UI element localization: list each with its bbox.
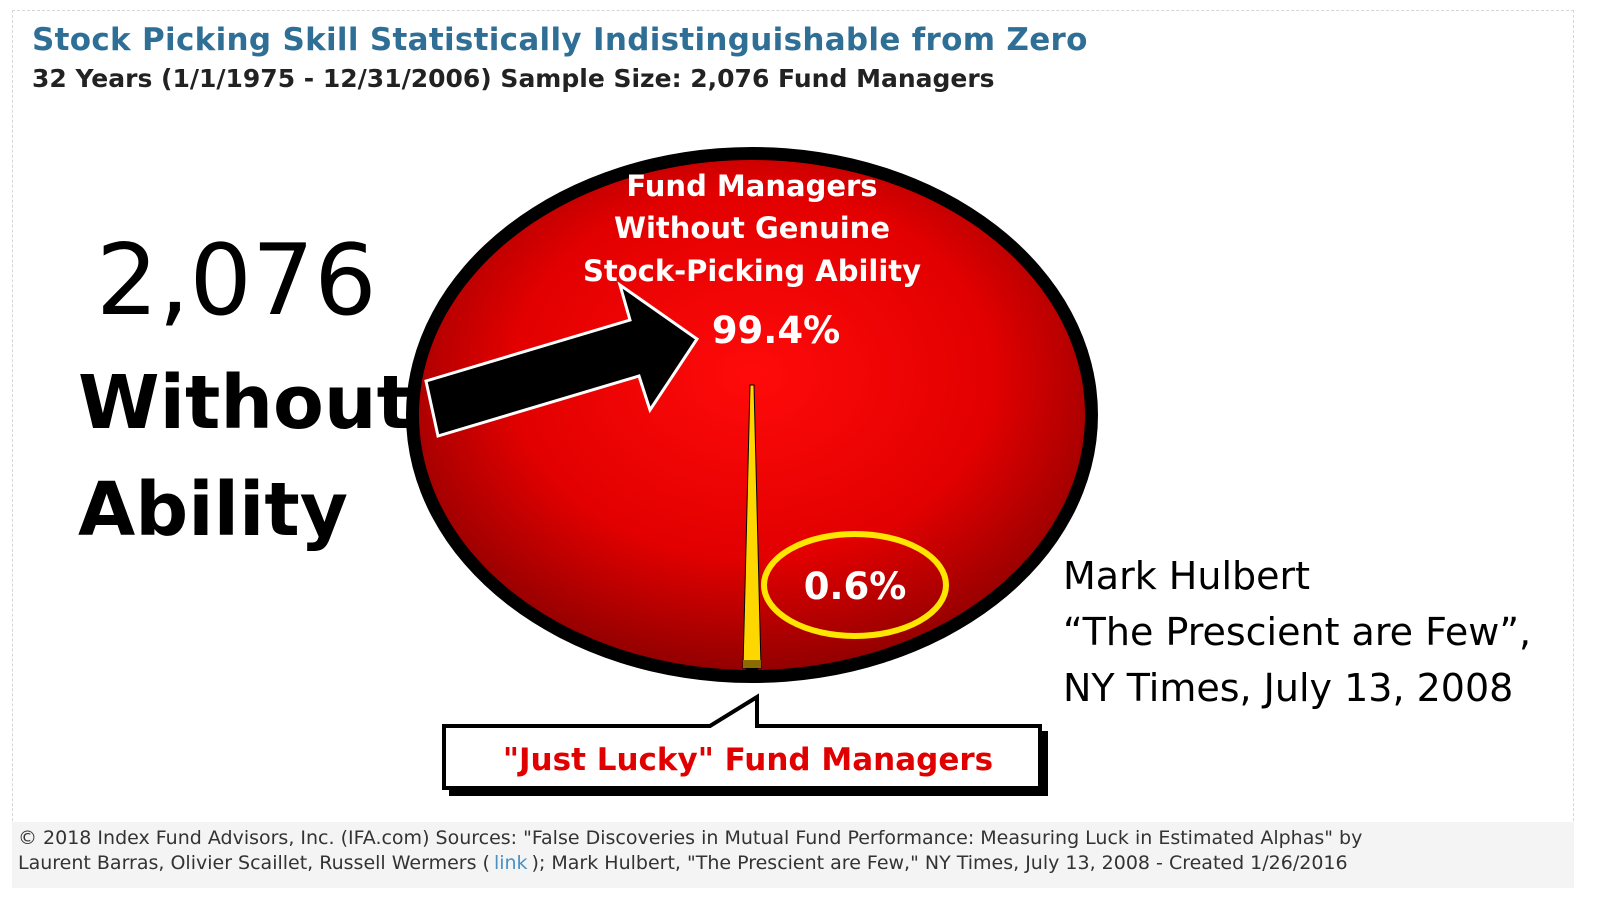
- without-ability-line-2: Ability: [78, 467, 348, 554]
- footer-line-2a: Laurent Barras, Olivier Scaillet, Russel…: [18, 852, 490, 875]
- main-slice-value-label: 99.4%: [712, 309, 840, 352]
- arrow-graphic: [424, 281, 700, 438]
- citation-publication: NY Times, July 13, 2008: [1063, 666, 1514, 711]
- lucky-slice-value-label: 0.6%: [804, 565, 907, 608]
- citation-author: Mark Hulbert: [1063, 554, 1311, 598]
- manager-count: 2,076: [96, 224, 377, 338]
- main-slice-label: Fund Managers Without Genuine Stock-Pick…: [583, 169, 921, 352]
- footer-sources: © 2018 Index Fund Advisors, Inc. (IFA.co…: [12, 822, 1574, 888]
- pie-slice-just-lucky-base: [743, 660, 761, 668]
- chart-title: Stock Picking Skill Statistically Indist…: [32, 22, 1088, 58]
- citation-article: “The Prescient are Few”,: [1063, 610, 1532, 655]
- main-slice-label-line-3: Stock-Picking Ability: [583, 254, 921, 288]
- source-citation: Mark Hulbert “The Prescient are Few”, NY…: [1063, 548, 1531, 717]
- source-link[interactable]: link: [493, 852, 528, 875]
- footer-line-2b: ); Mark Hulbert, "The Prescient are Few,…: [531, 852, 1348, 875]
- main-slice-label-line-1: Fund Managers: [626, 169, 877, 203]
- without-ability-line-1: Without: [78, 360, 412, 446]
- footer-line-1: © 2018 Index Fund Advisors, Inc. (IFA.co…: [18, 827, 1363, 849]
- callout-box: [442, 693, 1042, 790]
- lucky-value-group: 0.6%: [761, 531, 949, 639]
- lucky-slice-label: "Just Lucky" Fund Managers: [503, 742, 993, 778]
- chart-subtitle: 32 Years (1/1/1975 - 12/31/2006) Sample …: [32, 64, 995, 93]
- arrow-icon: [424, 281, 700, 438]
- highlight-circle: [761, 531, 949, 639]
- without-ability-label: Without Ability: [78, 350, 412, 565]
- footer-line-2: Laurent Barras, Olivier Scaillet, Russel…: [18, 851, 1568, 876]
- main-slice-label-line-2: Without Genuine: [614, 211, 890, 245]
- lucky-callout: "Just Lucky" Fund Managers: [442, 693, 1048, 796]
